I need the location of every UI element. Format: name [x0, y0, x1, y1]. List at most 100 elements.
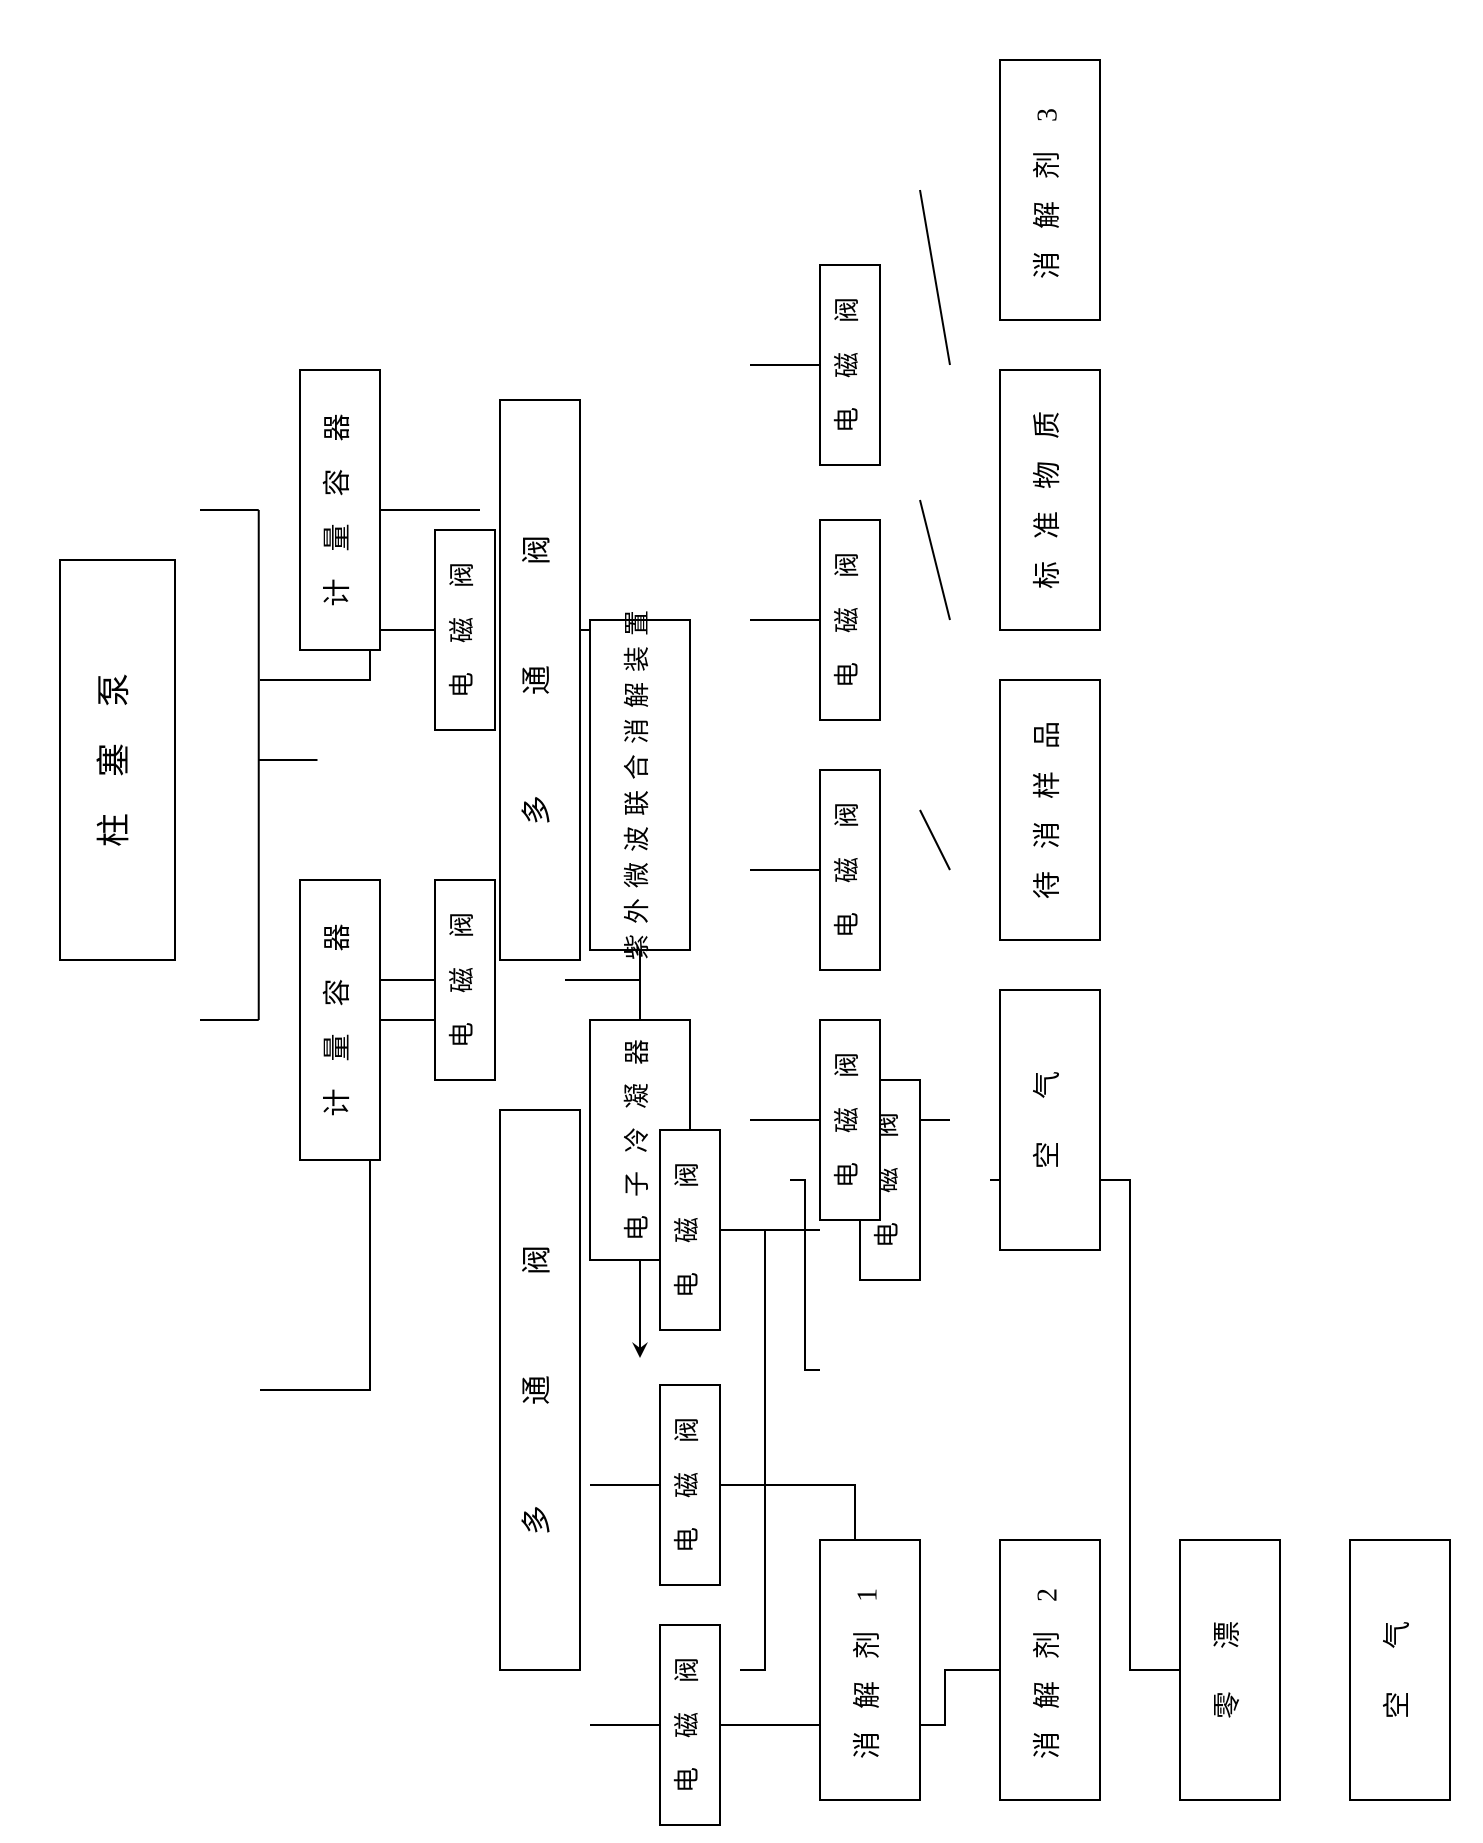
node-uvmw-char: 装 — [623, 646, 652, 672]
node-svR1-char: 电 — [833, 407, 862, 433]
node-meterL: 计量容器 — [300, 880, 380, 1160]
node-svR4-char: 磁 — [833, 1107, 862, 1133]
node-svL-char: 阀 — [448, 912, 477, 938]
node-svR3-char: 磁 — [833, 857, 862, 883]
node-dig2-char: 消 — [1031, 1731, 1063, 1759]
node-svR1: 电磁阀 — [820, 265, 880, 465]
node-zero-char: 漂 — [1212, 1621, 1243, 1649]
node-svR3-char: 阀 — [833, 802, 862, 828]
node-samp: 待消样品 — [1000, 680, 1100, 940]
node-samp-char: 样 — [1031, 771, 1063, 799]
node-dig2: 消解剂 2 — [1000, 1540, 1100, 1800]
node-airR-char: 气 — [1031, 1071, 1063, 1099]
node-svL2-char: 磁 — [673, 1472, 702, 1498]
node-svR: 电磁阀 — [435, 530, 495, 730]
node-svR-char: 阀 — [448, 562, 477, 588]
node-pump: 柱塞泵 — [60, 560, 175, 960]
node-meterR-char: 计 — [321, 578, 353, 606]
node-meterR-char: 容 — [321, 468, 353, 496]
node-dig3-char: 剂 — [1031, 151, 1063, 179]
node-cond-char: 电 — [623, 1215, 652, 1241]
node-svL3: 电磁阀 — [660, 1625, 720, 1825]
node-svR-char: 电 — [448, 672, 477, 698]
node-uvmw-char: 置 — [623, 610, 652, 636]
node-airR-char: 空 — [1031, 1141, 1063, 1169]
node-svR4-char: 阀 — [833, 1052, 862, 1078]
node-svR2-char: 磁 — [833, 607, 862, 633]
node-std: 标准物质 — [1000, 370, 1100, 630]
node-mpvR-char: 通 — [521, 665, 554, 695]
node-meterL-char: 量 — [322, 1033, 353, 1061]
node-samp-char: 消 — [1031, 821, 1063, 849]
node-svL3-char: 阀 — [673, 1657, 702, 1683]
node-dig3-char: 消 — [1031, 251, 1063, 279]
node-dig3-char: 3 — [1032, 108, 1063, 122]
node-uvmw: 紫外微波联合消解装置 — [590, 610, 690, 960]
node-svR3: 电磁阀 — [820, 770, 880, 970]
node-uvmw-char: 消 — [623, 718, 652, 744]
node-meterL-char: 容 — [321, 978, 353, 1006]
node-meterR-char: 量 — [322, 523, 353, 551]
node-svL1-char: 磁 — [673, 1217, 702, 1243]
node-meterL-char: 计 — [321, 1088, 353, 1116]
node-dig2-char: 剂 — [1031, 1631, 1063, 1659]
node-uvmw-char: 合 — [623, 754, 652, 780]
node-meterR: 计量容器 — [300, 370, 380, 650]
node-dig1-char: 1 — [852, 1588, 883, 1602]
node-airL-char: 空 — [1381, 1691, 1413, 1719]
node-svL3-char: 电 — [673, 1767, 702, 1793]
node-svL2-char: 电 — [673, 1527, 702, 1553]
node-mpvR-char: 阀 — [521, 535, 554, 565]
node-airR: 空气 — [1000, 990, 1100, 1250]
node-svR1-char: 磁 — [833, 352, 862, 378]
node-svL1-char: 电 — [673, 1272, 702, 1298]
node-pump-char: 塞 — [95, 743, 133, 777]
node-mpvR-char: 多 — [521, 795, 554, 825]
node-svL-char: 电 — [448, 1022, 477, 1048]
node-svR4: 电磁阀 — [820, 1020, 880, 1220]
node-std-char: 物 — [1031, 461, 1063, 489]
node-meterR-char: 器 — [322, 413, 353, 441]
node-svR3-char: 电 — [833, 912, 862, 938]
node-dig2-char: 解 — [1031, 1681, 1063, 1709]
node-zero-char: 零 — [1212, 1691, 1243, 1719]
node-svL1-char: 阀 — [673, 1162, 702, 1188]
node-cond-char: 凝 — [623, 1083, 652, 1109]
node-svL1: 电磁阀 — [660, 1130, 720, 1330]
node-dig1: 消解剂 1 — [820, 1540, 920, 1800]
node-airL-char: 气 — [1381, 1621, 1413, 1649]
node-uvmw-char: 紫 — [623, 934, 652, 960]
node-svR2: 电磁阀 — [820, 520, 880, 720]
node-pump-char: 泵 — [96, 673, 133, 707]
node-dig2-char: 2 — [1032, 1588, 1063, 1602]
node-samp-char: 品 — [1032, 721, 1063, 749]
node-dig1-char: 消 — [851, 1731, 883, 1759]
node-dig3: 消解剂3 — [1000, 60, 1100, 320]
node-mpvL-char: 通 — [521, 1375, 554, 1405]
node-svL3-char: 磁 — [673, 1712, 702, 1738]
node-cond-char: 子 — [623, 1171, 652, 1197]
node-samp-char: 待 — [1031, 871, 1063, 899]
node-uvmw-char: 联 — [623, 790, 652, 816]
node-svR2-char: 电 — [833, 662, 862, 688]
node-svR1-char: 阀 — [833, 297, 862, 323]
node-svR2-char: 阀 — [833, 552, 862, 578]
node-svL2-char: 阀 — [673, 1417, 702, 1443]
node-svL: 电磁阀 — [435, 880, 495, 1080]
node-uvmw-char: 波 — [623, 826, 652, 852]
node-mpvL-char: 多 — [521, 1505, 554, 1535]
node-uvmw-char: 微 — [623, 862, 652, 888]
node-cond-char: 冷 — [623, 1127, 652, 1153]
node-mpvR: 多通阀 — [500, 400, 580, 960]
node-dig1-char: 解 — [851, 1681, 883, 1709]
node-dig1-char: 剂 — [851, 1631, 883, 1659]
node-cond-char: 器 — [623, 1039, 652, 1065]
node-uvmw-char: 解 — [623, 682, 652, 708]
node-meterL-char: 器 — [322, 923, 353, 951]
node-uvmw-char: 外 — [623, 898, 652, 924]
node-svL2: 电磁阀 — [660, 1385, 720, 1585]
node-svR4-char: 电 — [833, 1162, 862, 1188]
node-pump-char: 柱 — [95, 813, 133, 847]
node-std-char: 标 — [1031, 561, 1063, 589]
node-airL: 空气 — [1350, 1540, 1450, 1800]
